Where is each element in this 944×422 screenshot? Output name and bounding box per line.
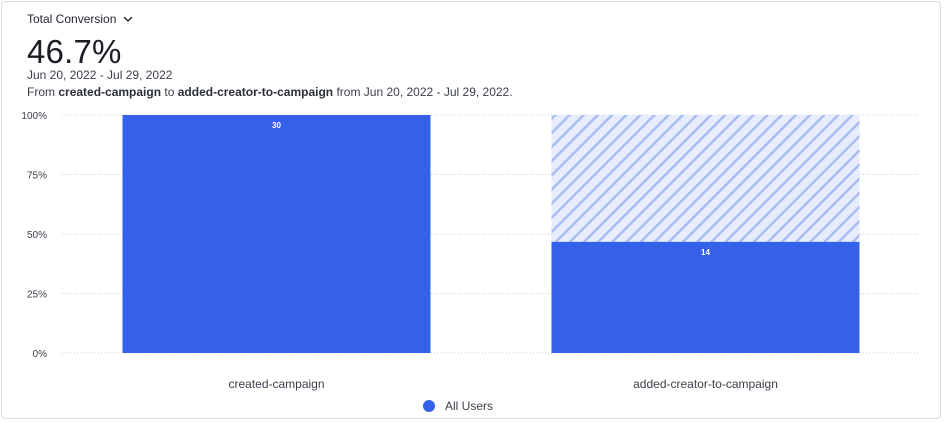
- metric-selector-dropdown[interactable]: Total Conversion: [27, 12, 134, 26]
- conversion-description: From created-campaign to added-creator-t…: [27, 85, 513, 99]
- legend-marker-all-users: [423, 400, 435, 412]
- to-step-name: added-creator-to-campaign: [177, 85, 334, 99]
- bar-count-label: 14: [701, 248, 710, 257]
- description-mid: to: [164, 85, 175, 99]
- chevron-down-icon: [122, 13, 134, 25]
- x-tick-label: created-campaign: [228, 377, 324, 391]
- conversion-value: 46.7%: [27, 33, 122, 70]
- conversion-bar[interactable]: [551, 241, 860, 353]
- metric-selector-label: Total Conversion: [27, 12, 117, 26]
- y-tick-label: 25%: [27, 290, 47, 301]
- date-range: Jun 20, 2022 - Jul 29, 2022: [27, 68, 173, 82]
- dropoff-bar[interactable]: [551, 115, 860, 242]
- description-prefix: From: [27, 85, 55, 99]
- bars: 30 14: [122, 115, 860, 353]
- y-tick-label: 100%: [21, 111, 47, 122]
- description-suffix: from Jun 20, 2022 - Jul 29, 2022.: [336, 85, 513, 99]
- conversion-bar[interactable]: [122, 115, 431, 353]
- chart-legend[interactable]: All Users: [423, 399, 493, 413]
- x-axis-ticks: created-campaign added-creator-to-campaig…: [228, 377, 777, 391]
- x-tick-label: added-creator-to-campaign: [633, 377, 778, 391]
- bar-count-label: 30: [272, 121, 281, 130]
- legend-label-all-users: All Users: [445, 399, 494, 413]
- from-step-name: created-campaign: [58, 85, 162, 99]
- y-tick-label: 50%: [27, 230, 47, 241]
- y-tick-label: 0%: [33, 349, 48, 360]
- y-tick-label: 75%: [27, 171, 47, 182]
- y-axis-ticks: 0% 25% 50% 75% 100%: [21, 111, 47, 360]
